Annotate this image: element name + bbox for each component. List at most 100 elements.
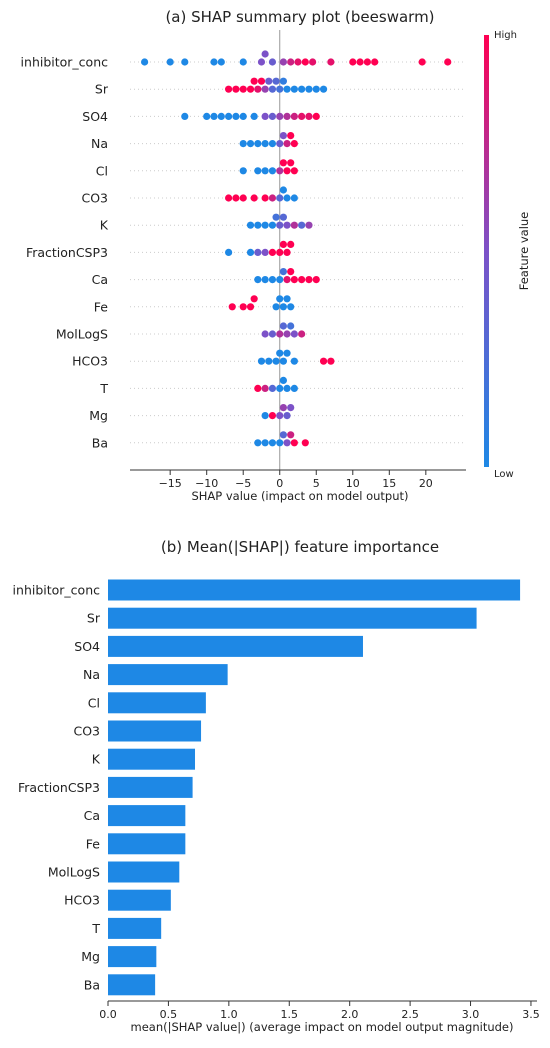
beeswarm-point	[261, 384, 269, 392]
beeswarm-point	[287, 431, 295, 439]
beeswarm-point	[319, 85, 328, 93]
beeswarm-point	[246, 140, 255, 148]
beeswarm-point	[239, 112, 247, 120]
importance-chart: (b) Mean(|SHAP|) feature importance inhi…	[13, 538, 540, 1034]
beeswarm-point	[261, 112, 269, 120]
beeswarm-point	[239, 140, 247, 148]
beeswarm-point	[276, 276, 284, 284]
beeswarm-point	[268, 330, 277, 338]
beeswarm-point	[268, 194, 277, 202]
beeswarm-point	[217, 112, 225, 120]
beeswarm-point	[268, 167, 277, 175]
beeswarm-point	[181, 112, 189, 120]
bar-cl	[108, 692, 206, 714]
feature-label-ca: Ca	[92, 272, 108, 287]
feature-label-hco3: HCO3	[72, 354, 108, 369]
x-tick-label: 2.5	[401, 1008, 419, 1021]
beeswarm-point	[287, 303, 295, 311]
x-tick-label: 3.0	[462, 1008, 480, 1021]
beeswarm-point	[203, 112, 211, 120]
beeswarm-title: (a) SHAP summary plot (beeswarm)	[165, 8, 434, 26]
x-tick-label: 3.5	[522, 1008, 540, 1021]
feature-label-sr: Sr	[95, 82, 109, 97]
beeswarm-point	[305, 85, 313, 93]
feature-label-so4: SO4	[82, 109, 108, 124]
bar-k	[108, 748, 196, 770]
beeswarm-point	[261, 330, 269, 338]
feature-label-cl: Cl	[96, 163, 108, 178]
beeswarm-point	[225, 248, 233, 256]
bar-label-mg: Mg	[81, 949, 100, 964]
beeswarm-point	[279, 303, 287, 311]
beeswarm-point	[261, 85, 269, 93]
beeswarm-point	[298, 221, 306, 229]
bar-fe	[108, 833, 186, 855]
beeswarm-point	[246, 221, 255, 229]
beeswarm-point	[225, 112, 233, 120]
beeswarm-point	[298, 112, 306, 120]
beeswarm-point	[257, 58, 266, 66]
beeswarm-point	[290, 167, 298, 175]
bar-label-hco3: HCO3	[64, 893, 100, 908]
beeswarm-point	[276, 295, 284, 303]
beeswarm-point	[279, 213, 287, 221]
beeswarm-chart: (a) SHAP summary plot (beeswarm) inhibit…	[21, 8, 531, 503]
colorbar-high-label: High	[494, 30, 517, 41]
beeswarm-point	[272, 213, 280, 221]
beeswarm-point	[349, 58, 357, 66]
bar-label-ba: Ba	[84, 977, 100, 992]
beeswarm-point	[290, 140, 298, 148]
beeswarm-point	[246, 303, 255, 311]
feature-label-na: Na	[91, 136, 108, 151]
beeswarm-point	[290, 221, 298, 229]
beeswarm-point	[141, 58, 149, 66]
beeswarm-point	[261, 412, 269, 420]
beeswarm-point	[287, 404, 295, 412]
beeswarm-point	[246, 248, 255, 256]
beeswarm-point	[217, 58, 225, 66]
beeswarm-point	[225, 85, 233, 93]
beeswarm-point	[279, 186, 287, 194]
beeswarm-point	[276, 384, 284, 392]
beeswarm-point	[279, 322, 287, 330]
beeswarm-point	[363, 58, 371, 66]
beeswarm-point	[279, 268, 287, 276]
importance-x-ticks: 0.0 0.5 1.0 1.5 2.0 2.5 3.0 3.5	[99, 1001, 540, 1021]
beeswarm-point	[283, 349, 291, 357]
beeswarm-point	[257, 357, 266, 365]
beeswarm-point	[232, 112, 240, 120]
beeswarm-point	[268, 439, 277, 447]
beeswarm-point	[257, 77, 266, 85]
beeswarm-point	[261, 194, 269, 202]
beeswarm-point	[239, 85, 247, 93]
beeswarm-point	[232, 194, 240, 202]
beeswarm-point	[166, 58, 174, 66]
beeswarm-point	[305, 221, 313, 229]
beeswarm-point	[268, 384, 277, 392]
beeswarm-point	[272, 77, 280, 85]
beeswarm-feature-labels: inhibitor_conc Sr SO4 Na Cl CO3 K FractionCSP3 C…	[21, 55, 109, 451]
beeswarm-x-axis-label: SHAP value (impact on model output)	[191, 489, 408, 503]
bar-label-t: T	[91, 921, 100, 936]
feature-label-mollogs: MolLogS	[56, 327, 108, 342]
beeswarm-point	[283, 412, 291, 420]
bar-mg	[108, 946, 157, 968]
x-tick-label: −15	[159, 477, 182, 490]
bar-label-inhibitor-conc: inhibitor_conc	[13, 583, 101, 598]
beeswarm-point	[283, 276, 291, 284]
beeswarm-point	[250, 194, 258, 202]
beeswarm-point	[268, 221, 277, 229]
beeswarm-point	[268, 58, 277, 66]
bar-na	[108, 664, 228, 686]
beeswarm-point	[276, 439, 284, 447]
beeswarm-point	[279, 77, 287, 85]
beeswarm-point	[287, 322, 295, 330]
beeswarm-point	[312, 112, 320, 120]
beeswarm-point	[261, 248, 269, 256]
bar-label-so4: SO4	[74, 639, 100, 654]
feature-label-ba: Ba	[92, 435, 108, 450]
x-tick-label: 10	[346, 477, 360, 490]
beeswarm-point	[272, 357, 280, 365]
beeswarm-point	[298, 330, 306, 338]
beeswarm-point	[261, 439, 269, 447]
